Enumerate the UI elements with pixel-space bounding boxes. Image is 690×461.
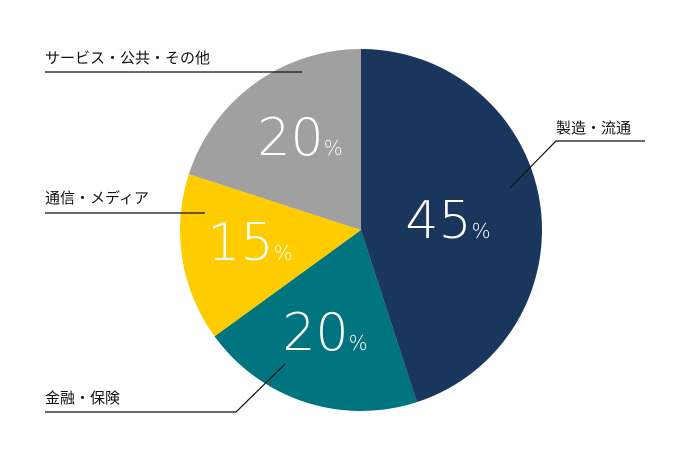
slice-label: 金融・保険 (45, 389, 120, 407)
pie-slice (188, 49, 361, 230)
slice-label: 製造・流通 (556, 119, 631, 137)
leader-line (45, 363, 286, 413)
data-label: 15% (207, 213, 292, 273)
pie-slice (214, 230, 417, 411)
slice-label: 通信・メディア (45, 189, 149, 207)
data-label: 45% (405, 191, 490, 251)
pie-slice (179, 174, 361, 337)
pie-slice (361, 49, 542, 403)
data-label: 20% (282, 303, 367, 363)
data-label: 20% (257, 108, 342, 168)
leader-line (509, 140, 645, 189)
slice-label: サービス・公共・その他 (45, 49, 210, 67)
